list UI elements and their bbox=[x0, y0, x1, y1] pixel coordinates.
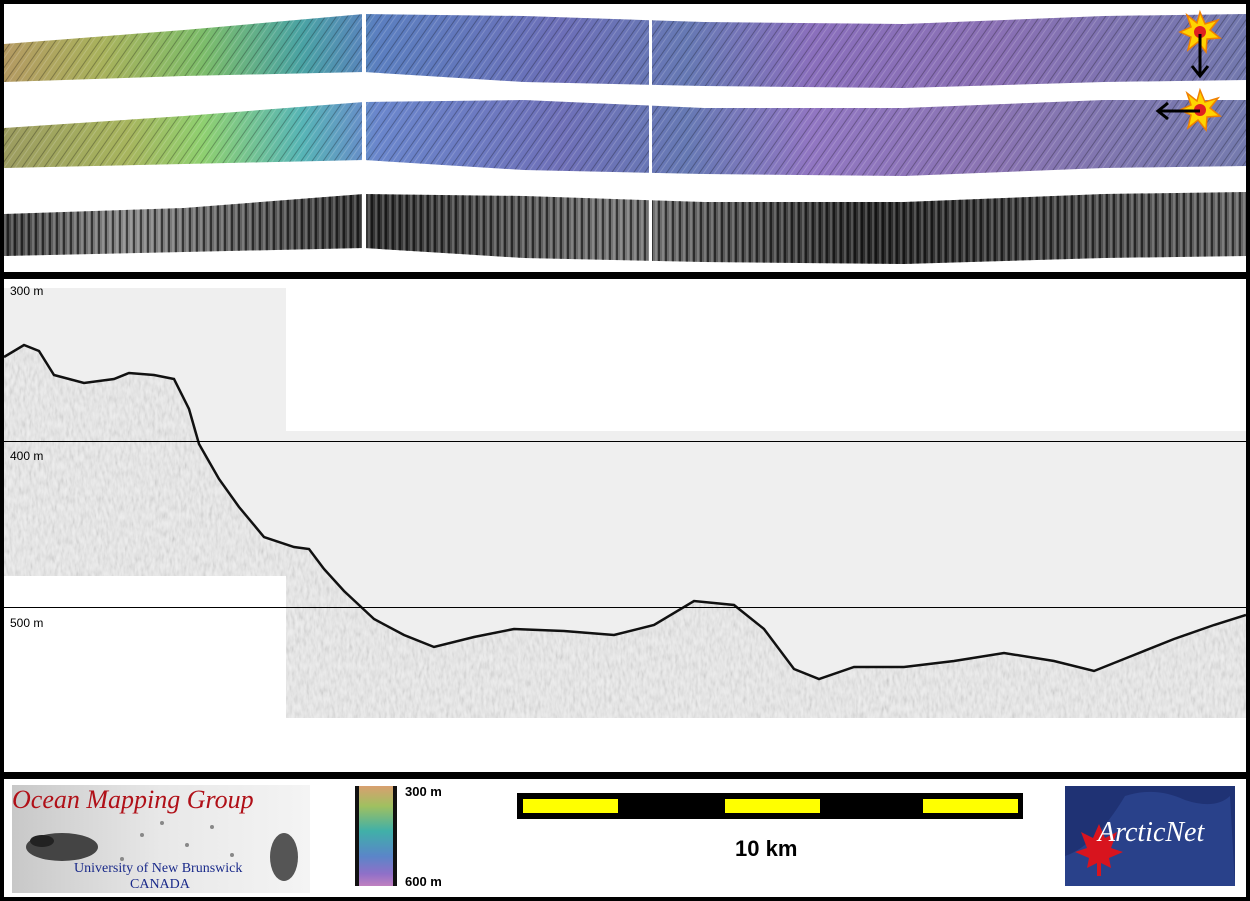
swath-strips bbox=[4, 9, 1246, 266]
depth-gridline bbox=[4, 441, 1246, 442]
distance-scale-bar bbox=[517, 793, 1023, 819]
scale-segment bbox=[923, 799, 1018, 813]
bathymetry-strip-upper bbox=[4, 12, 1246, 88]
scale-segment bbox=[725, 799, 820, 813]
swath-panel bbox=[4, 4, 1246, 272]
ocean-mapping-group-logo bbox=[12, 785, 310, 893]
depth-colorbar bbox=[355, 786, 397, 886]
arrow-left-icon bbox=[1155, 101, 1200, 121]
backscatter-strip bbox=[4, 190, 1246, 266]
scale-segment bbox=[523, 799, 618, 813]
omg-title: Ocean Mapping Group bbox=[12, 785, 254, 814]
arcticnet-logo bbox=[1065, 786, 1235, 886]
seabed-reflector bbox=[4, 343, 1246, 681]
omg-subtitle-university: University of New Brunswick bbox=[74, 861, 243, 876]
maple-leaf-icon bbox=[1075, 824, 1123, 876]
omg-subtitle-country: CANADA bbox=[130, 877, 190, 892]
scale-label: 10 km bbox=[735, 836, 798, 861]
footer-panel: Ocean Mapping Group University of New Br… bbox=[4, 779, 1246, 897]
sun-illumination-icon bbox=[1178, 9, 1222, 54]
arcticnet-wordmark: ArcticNet bbox=[1098, 817, 1205, 848]
depth-label-500: 500 m bbox=[10, 616, 44, 630]
arrow-down-icon bbox=[1190, 34, 1210, 79]
bathymetry-strip-lower bbox=[4, 100, 1246, 176]
depth-label-400: 400 m bbox=[10, 449, 44, 463]
subbottom-profile-panel: 300 m 400 m 500 m bbox=[4, 279, 1246, 772]
depth-label-300: 300 m bbox=[10, 284, 44, 298]
colorbar-bottom-label: 600 m bbox=[405, 874, 442, 889]
colorbar-top-label: 300 m bbox=[405, 784, 442, 799]
subbottom-profile bbox=[4, 288, 1246, 718]
depth-gridline bbox=[4, 607, 1246, 608]
